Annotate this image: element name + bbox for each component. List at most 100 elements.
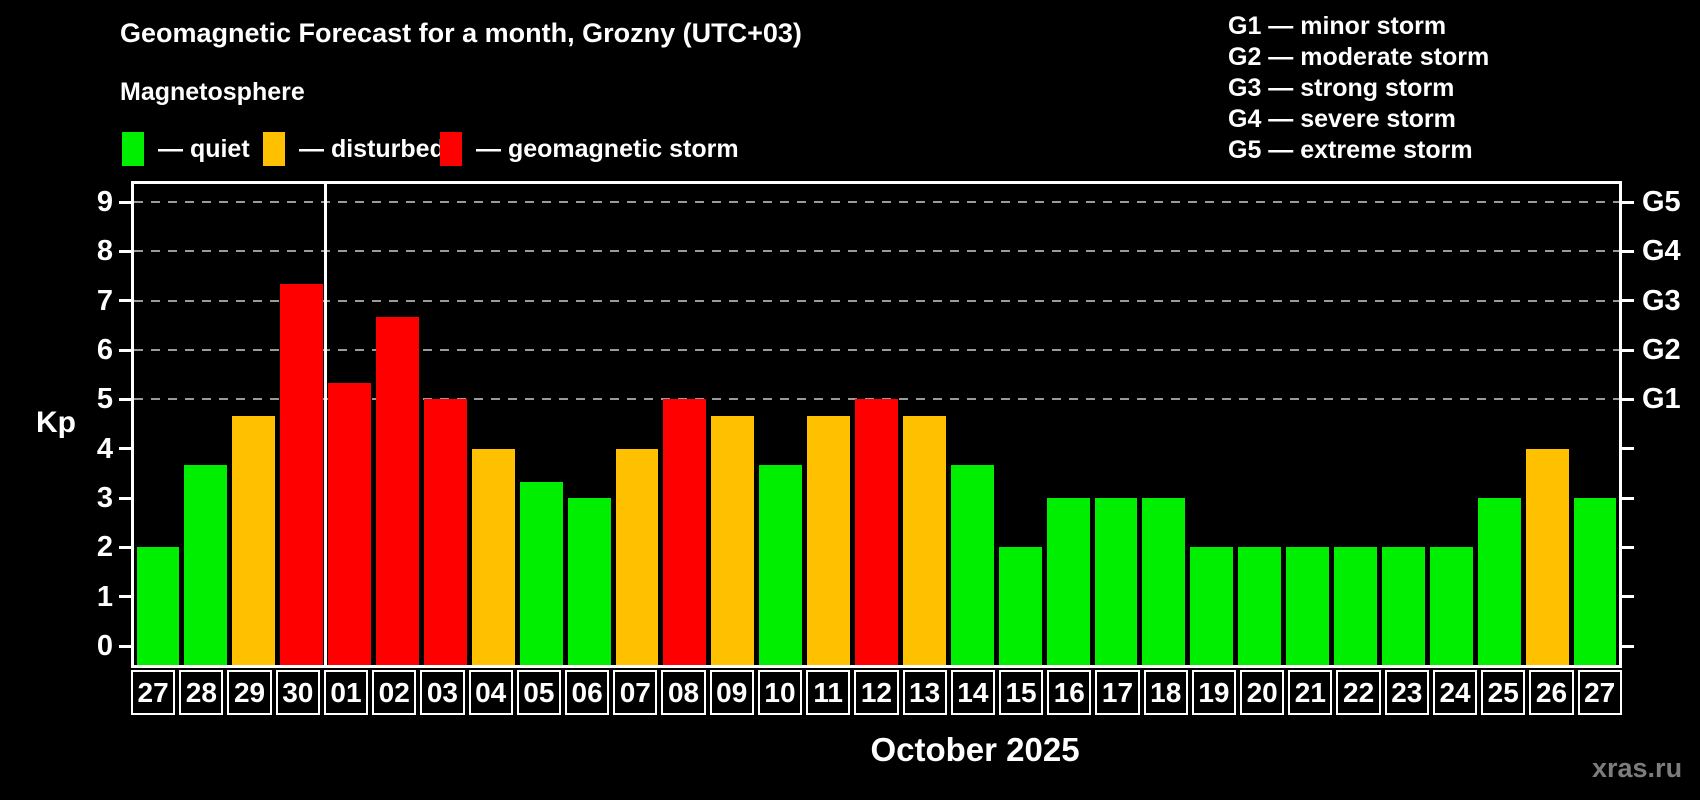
y-axis-label-1: 1 xyxy=(96,580,113,613)
legend-item-storm: — geomagnetic storm xyxy=(440,132,739,166)
kp-bar-23 xyxy=(1381,547,1425,665)
g-scale-legend: G1 — minor storm G2 — moderate storm G3 … xyxy=(1228,11,1489,166)
kp-bar-07 xyxy=(615,448,659,665)
date-label-10: 10 xyxy=(757,670,803,715)
left-axis-tick xyxy=(119,397,131,401)
kp-gridline-7 xyxy=(134,299,1619,302)
g-scale-item-g2: G2 — moderate storm xyxy=(1228,43,1490,71)
date-label-26: 26 xyxy=(1529,670,1574,715)
kp-bar-29 xyxy=(232,415,276,665)
kp-bar-28 xyxy=(184,464,228,665)
watermark: xras.ru xyxy=(1592,753,1683,783)
right-axis-label-g2: G2 xyxy=(1642,334,1681,367)
date-label-13: 13 xyxy=(902,670,947,715)
right-axis-tick xyxy=(1622,249,1634,253)
right-axis-tick xyxy=(1622,644,1634,648)
kp-bar-14 xyxy=(950,464,994,665)
kp-bar-10 xyxy=(759,464,803,665)
left-axis-tick xyxy=(119,200,131,204)
date-label-07: 07 xyxy=(613,670,658,715)
kp-gridline-9 xyxy=(134,201,1619,204)
date-label-25: 25 xyxy=(1481,670,1526,715)
date-label-12: 12 xyxy=(854,670,899,715)
date-label-17: 17 xyxy=(1095,670,1140,715)
date-label-27: 27 xyxy=(1577,670,1622,715)
left-axis-tick xyxy=(119,545,131,549)
chart-subtitle: Magnetosphere xyxy=(120,78,305,106)
date-label-01: 01 xyxy=(323,670,369,715)
date-label-27: 27 xyxy=(131,670,176,715)
legend-item-disturbed: — disturbed xyxy=(263,132,445,166)
date-label-05: 05 xyxy=(516,670,561,715)
right-axis-tick xyxy=(1622,545,1634,549)
date-label-14: 14 xyxy=(950,670,995,715)
date-label-02: 02 xyxy=(372,670,417,715)
y-axis-label-2: 2 xyxy=(96,531,113,564)
plot-area xyxy=(131,181,1622,668)
kp-bar-17 xyxy=(1094,498,1138,665)
right-axis-tick xyxy=(1622,397,1634,401)
kp-bar-27 xyxy=(136,547,180,665)
legend-label-disturbed: — disturbed xyxy=(299,134,445,163)
y-axis-title: Kp xyxy=(36,406,76,439)
g-scale-item-g5: G5 — extreme storm xyxy=(1228,136,1473,164)
left-axis-tick xyxy=(119,447,131,451)
kp-gridline-6 xyxy=(134,349,1619,352)
right-axis-tick xyxy=(1622,200,1634,204)
plot-inner xyxy=(134,184,1619,665)
legend-item-quiet: — quiet xyxy=(122,132,250,166)
kp-bar-20 xyxy=(1238,547,1282,665)
date-label-23: 23 xyxy=(1384,670,1429,715)
right-axis-tick xyxy=(1622,496,1634,500)
kp-bar-03 xyxy=(423,399,467,665)
quiet-swatch-icon xyxy=(122,132,144,166)
right-axis-label-g5: G5 xyxy=(1642,186,1681,219)
right-axis-tick xyxy=(1622,348,1634,352)
date-label-06: 06 xyxy=(564,670,610,715)
kp-bar-21 xyxy=(1286,547,1330,665)
left-axis-tick xyxy=(119,644,131,648)
kp-bar-24 xyxy=(1429,547,1473,665)
kp-bar-22 xyxy=(1334,547,1377,665)
right-axis-tick xyxy=(1622,447,1634,451)
left-axis-tick xyxy=(119,595,131,599)
date-label-09: 09 xyxy=(709,670,754,715)
kp-bar-11 xyxy=(807,415,851,665)
date-label-29: 29 xyxy=(227,670,272,715)
date-label-30: 30 xyxy=(275,670,320,715)
left-axis-tick xyxy=(119,249,131,253)
date-label-24: 24 xyxy=(1432,670,1478,715)
date-label-08: 08 xyxy=(661,670,706,715)
y-axis-label-7: 7 xyxy=(96,284,113,317)
right-axis-label-g4: G4 xyxy=(1642,235,1681,268)
date-label-15: 15 xyxy=(998,670,1044,715)
y-axis-label-4: 4 xyxy=(96,432,113,465)
date-label-20: 20 xyxy=(1240,670,1285,715)
kp-bar-25 xyxy=(1477,498,1521,665)
kp-bar-30 xyxy=(280,284,324,665)
y-axis-label-5: 5 xyxy=(96,383,113,416)
kp-bar-04 xyxy=(471,448,515,665)
storm-swatch-icon xyxy=(440,132,462,166)
g-scale-item-g1: G1 — minor storm xyxy=(1228,12,1447,40)
kp-bar-06 xyxy=(567,498,611,665)
y-axis-label-9: 9 xyxy=(96,186,113,219)
kp-bar-13 xyxy=(902,415,946,665)
left-axis-tick xyxy=(119,348,131,352)
left-axis-tick xyxy=(119,496,131,500)
y-axis-label-0: 0 xyxy=(96,630,113,662)
kp-bar-16 xyxy=(1046,498,1090,665)
disturbed-swatch-icon xyxy=(263,132,285,166)
kp-bar-08 xyxy=(663,399,707,665)
x-axis-date-row: 27 28 29 30 01 02 03 04 05 06 07 08 09 10 11 12 13 14 15 16… xyxy=(131,670,1622,715)
kp-gridline-5 xyxy=(134,398,1619,401)
y-axis-label-8: 8 xyxy=(96,235,113,268)
kp-bar-01 xyxy=(328,383,371,665)
kp-bar-09 xyxy=(711,415,755,665)
right-axis-label-g3: G3 xyxy=(1642,284,1681,317)
right-axis-tick xyxy=(1622,595,1634,599)
date-label-18: 18 xyxy=(1143,670,1188,715)
g-scale-item-g4: G4 — severe storm xyxy=(1228,105,1456,133)
date-label-16: 16 xyxy=(1047,670,1092,715)
month-divider-line xyxy=(324,184,328,665)
